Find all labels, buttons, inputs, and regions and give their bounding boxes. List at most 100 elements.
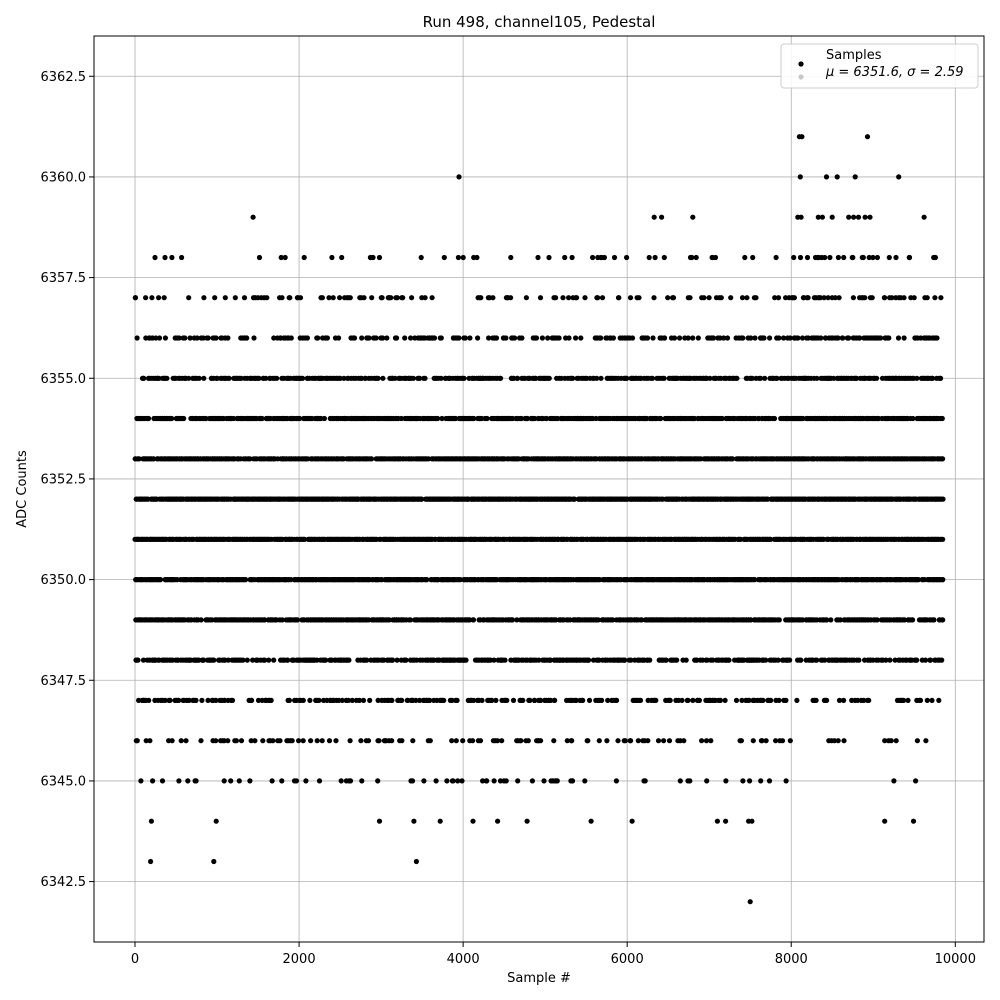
- sample-point: [666, 738, 673, 744]
- sample-point: [409, 778, 416, 784]
- sample-point: [135, 657, 141, 663]
- sample-point: [671, 335, 678, 341]
- sample-point: [763, 738, 769, 744]
- sample-point: [337, 375, 343, 381]
- sample-point: [169, 254, 175, 261]
- sample-point: [776, 617, 782, 623]
- sample-point: [502, 657, 508, 663]
- sample-point: [599, 295, 606, 301]
- sample-point: [169, 415, 175, 422]
- sample-point: [595, 295, 601, 301]
- sample-point: [493, 335, 500, 341]
- sample-point: [212, 295, 218, 301]
- sample-point: [394, 335, 400, 341]
- sample-point: [491, 657, 497, 663]
- sample-point: [510, 697, 517, 704]
- sample-point: [241, 295, 248, 301]
- sample-point: [489, 697, 495, 704]
- sample-point: [752, 335, 758, 341]
- sample-point: [394, 295, 400, 301]
- sample-point: [535, 254, 541, 261]
- sample-point: [422, 375, 428, 381]
- sample-point: [263, 375, 269, 381]
- sample-point: [480, 778, 486, 784]
- sample-point: [301, 254, 307, 261]
- sample-point: [798, 657, 804, 663]
- sample-point: [484, 778, 490, 784]
- sample-point: [162, 335, 168, 341]
- sample-point: [541, 778, 547, 784]
- sample-point: [804, 254, 811, 261]
- sample-point: [783, 778, 789, 784]
- sample-point: [375, 375, 381, 381]
- sample-point: [213, 335, 219, 341]
- sample-point: [178, 738, 184, 744]
- sample-point: [176, 335, 182, 341]
- sample-point: [776, 697, 782, 704]
- sample-point: [274, 375, 280, 381]
- sample-point: [622, 657, 628, 663]
- sample-point: [279, 778, 285, 784]
- sample-point: [718, 295, 724, 301]
- sample-point: [683, 657, 689, 663]
- sample-point: [367, 697, 373, 704]
- sample-point: [841, 738, 847, 744]
- data-points: [132, 134, 946, 905]
- sample-point: [375, 697, 381, 704]
- sample-point: [690, 335, 696, 341]
- sample-point: [616, 295, 622, 301]
- sample-point: [828, 617, 834, 623]
- sample-point: [399, 738, 405, 744]
- sample-point: [662, 335, 668, 341]
- sample-point: [758, 778, 764, 784]
- sample-point: [797, 254, 804, 261]
- sample-point: [361, 295, 367, 301]
- sample-point: [605, 697, 611, 704]
- sample-point: [827, 254, 833, 261]
- sample-point: [783, 697, 789, 704]
- sample-point: [186, 697, 192, 704]
- sample-point: [693, 254, 699, 261]
- sample-point: [366, 335, 372, 341]
- sample-point: [571, 496, 578, 502]
- sample-point: [835, 738, 841, 744]
- sample-point: [724, 335, 731, 341]
- sample-point: [347, 738, 353, 744]
- sample-point: [146, 415, 152, 422]
- sample-point: [586, 697, 593, 704]
- sample-point: [523, 295, 530, 301]
- sample-point: [225, 657, 231, 663]
- sample-point: [398, 415, 404, 422]
- sample-point: [564, 738, 570, 744]
- sample-point: [460, 738, 466, 744]
- sample-point: [717, 697, 724, 704]
- sample-point: [289, 738, 295, 744]
- sample-point: [134, 738, 140, 744]
- sample-point: [622, 738, 628, 744]
- sample-point: [198, 617, 204, 623]
- sample-point: [596, 738, 602, 744]
- sample-point: [435, 415, 441, 422]
- sample-point: [566, 295, 572, 301]
- sample-point: [455, 254, 461, 261]
- sample-point: [431, 335, 438, 341]
- sample-point: [742, 254, 748, 261]
- sample-point: [143, 738, 149, 744]
- sample-point: [503, 335, 509, 341]
- sample-point: [302, 536, 308, 542]
- sample-point: [636, 295, 642, 301]
- sample-point: [728, 295, 734, 301]
- sample-point: [546, 254, 552, 261]
- sample-point: [321, 415, 327, 422]
- sample-point: [386, 617, 392, 623]
- sample-point: [615, 738, 621, 744]
- sample-point: [417, 697, 423, 704]
- sample-point: [658, 415, 664, 422]
- sample-point: [779, 738, 786, 744]
- sample-point: [499, 738, 505, 744]
- sample-point: [379, 295, 385, 301]
- sample-point: [548, 697, 554, 704]
- sample-point: [734, 375, 740, 381]
- sample-point: [470, 738, 476, 744]
- sample-point: [293, 778, 299, 784]
